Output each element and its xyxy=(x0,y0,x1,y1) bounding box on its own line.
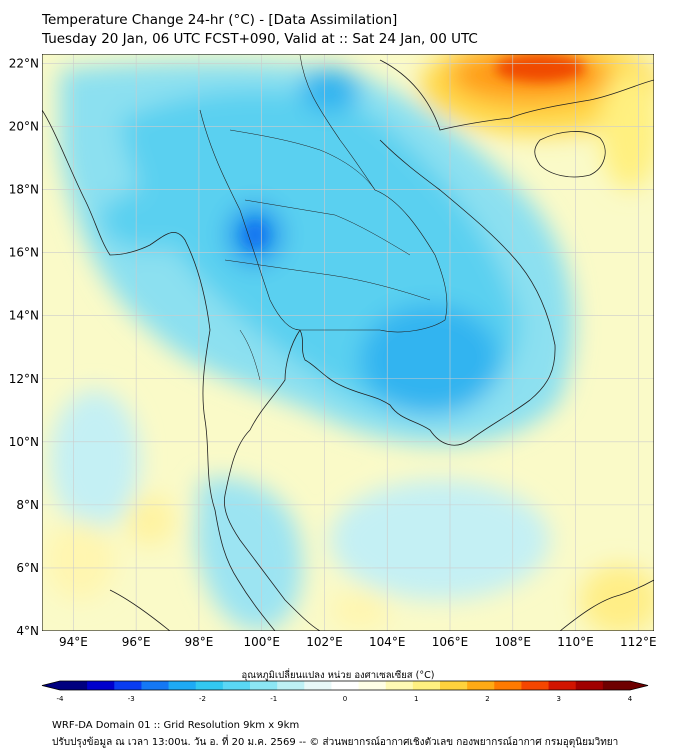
colorbar-cell xyxy=(331,681,360,690)
colorbar-cell xyxy=(358,681,387,690)
latitude-label: 6°N xyxy=(16,561,39,575)
colorbar-tick-label: -1 xyxy=(270,695,277,703)
graticule xyxy=(42,54,654,631)
colorbar-cell xyxy=(141,681,170,690)
map-field xyxy=(42,54,654,631)
latitude-label: 8°N xyxy=(16,498,39,512)
latitude-label: 4°N xyxy=(16,624,39,638)
latitude-label: 10°N xyxy=(9,435,39,449)
colorbar-tick-label: 2 xyxy=(485,695,489,703)
longitude-label: 102°E xyxy=(306,635,343,649)
map-subtitle: Tuesday 20 Jan, 06 UTC FCST+090, Valid a… xyxy=(42,31,478,47)
colorbar: -4 -3 -2 -1 0 1 2 3 4 xyxy=(41,680,649,703)
latitude-label: 18°N xyxy=(9,183,39,197)
longitude-label: 100°E xyxy=(243,635,280,649)
colorbar-tick-label: 4 xyxy=(628,695,633,703)
colorbar-cell xyxy=(385,681,414,690)
longitude-label: 112°E xyxy=(620,635,657,649)
colorbar-cell xyxy=(87,681,115,690)
longitude-label: 98°E xyxy=(184,635,213,649)
footer-credit: ปรับปรุงข้อมูล ณ เวลา 13:00น. วัน อ. ที่… xyxy=(52,737,619,748)
longitude-label: 104°E xyxy=(369,635,406,649)
colorbar-cell xyxy=(575,681,604,690)
latitude-label: 16°N xyxy=(9,246,39,260)
colorbar-cell xyxy=(60,681,88,690)
latitude-label: 14°N xyxy=(9,309,39,323)
colorbar-cell xyxy=(494,681,522,690)
longitude-labels: 94°E 96°E 98°E 100°E 102°E 104°E 106°E 108°E 110… xyxy=(59,635,657,649)
colorbar-cell xyxy=(440,681,468,690)
colorbar-title: อุณหภูมิเปลี่ยนแปลง หน่วย องศาเซลเซียส (… xyxy=(241,670,435,681)
latitude-label: 12°N xyxy=(9,372,39,386)
colorbar-cell xyxy=(222,681,251,690)
colorbar-cell xyxy=(304,681,332,690)
longitude-label: 94°E xyxy=(59,635,88,649)
colorbar-cell xyxy=(548,681,577,690)
longitude-label: 96°E xyxy=(122,635,151,649)
colorbar-cell xyxy=(168,681,197,690)
longitude-label: 110°E xyxy=(557,635,594,649)
colorbar-cell xyxy=(195,681,224,690)
colorbar-cell xyxy=(467,681,495,690)
colorbar-max-extension xyxy=(630,681,648,690)
colorbar-cell xyxy=(114,681,142,690)
map-title: Temperature Change 24-hr (°C) - [Data As… xyxy=(42,12,398,28)
latitude-label: 22°N xyxy=(9,56,39,70)
colorbar-tick-label: 1 xyxy=(414,695,418,703)
colorbar-tick-label: 3 xyxy=(557,695,561,703)
colorbar-min-extension xyxy=(42,681,60,690)
colorbar-cell xyxy=(521,681,550,690)
footer-grid-info: WRF-DA Domain 01 :: Grid Resolution 9km … xyxy=(52,720,300,731)
latitude-labels: 22°N 20°N 18°N 16°N 14°N 12°N 10°N 8°N 6°N 4°N xyxy=(9,56,39,638)
colorbar-tick-label: 0 xyxy=(343,695,347,703)
land-outlines xyxy=(42,54,654,631)
longitude-label: 106°E xyxy=(432,635,469,649)
colorbar-tick-label: -2 xyxy=(199,695,206,703)
latitude-label: 20°N xyxy=(9,120,39,134)
colorbar-outline xyxy=(41,680,649,691)
colorbar-tick-label: -3 xyxy=(128,695,135,703)
colorbar-cell xyxy=(250,681,278,690)
colorbar-cell xyxy=(412,681,441,690)
longitude-label: 108°E xyxy=(495,635,532,649)
colorbar-cell xyxy=(602,681,631,690)
colorbar-cell xyxy=(277,681,305,690)
colorbar-tick-label: -4 xyxy=(57,695,65,703)
